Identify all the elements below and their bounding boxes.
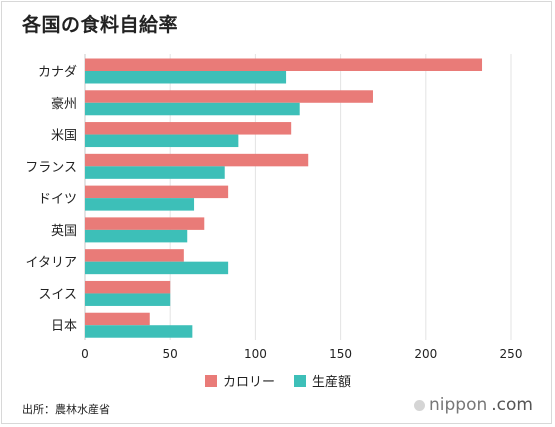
legend-item-production-swatch — [294, 375, 306, 387]
bar-calorie — [85, 58, 483, 71]
nippon-logo-icon — [414, 399, 426, 411]
source-note: 出所：農林水産省 — [22, 403, 110, 416]
category-label: 豪州 — [51, 96, 77, 112]
bar-calorie — [85, 312, 150, 326]
bar-calorie — [85, 249, 184, 262]
x-tick-label: 250 — [500, 347, 523, 361]
x-tick-labels: 0 50 100 150 200 250 — [81, 347, 522, 361]
brand-tld: .com — [491, 395, 533, 415]
category-label: 英国 — [51, 224, 77, 239]
category-label: イタリア — [26, 256, 77, 271]
bar-calorie — [85, 217, 205, 230]
bar-production — [85, 293, 171, 306]
bar-production — [85, 166, 225, 179]
category-label: スイス — [38, 287, 77, 302]
bar-production — [85, 198, 195, 211]
chart-title: 各国の食料自給率 — [22, 14, 179, 36]
category-label: フランス — [25, 160, 77, 175]
legend-item-calorie-swatch — [205, 375, 217, 387]
bar-calorie — [85, 90, 373, 103]
bar-production — [85, 134, 239, 148]
brand-logo: nippon .com — [414, 395, 533, 415]
bars — [85, 58, 483, 338]
bar-production — [85, 102, 300, 116]
x-tick-label: 150 — [329, 347, 352, 361]
x-tick-label: 0 — [81, 347, 89, 361]
x-tick-label: 200 — [414, 347, 437, 361]
category-label: カナダ — [38, 65, 77, 80]
x-tick-label: 100 — [244, 347, 267, 361]
bar-production — [85, 71, 287, 84]
legend-item-calorie-label: カロリー — [223, 375, 275, 390]
bar-calorie — [85, 122, 292, 135]
bar-production — [85, 229, 188, 243]
x-tick-label: 50 — [163, 347, 178, 361]
category-label: 米国 — [51, 129, 77, 144]
bar-calorie — [85, 153, 309, 167]
category-label: 日本 — [51, 319, 77, 334]
legend-item-production-label: 生産額 — [312, 374, 351, 390]
bar-production — [85, 325, 193, 338]
category-label: ドイツ — [38, 192, 77, 207]
bar-production — [85, 261, 229, 275]
brand-name: nippon — [429, 395, 488, 415]
bar-calorie — [85, 280, 171, 294]
bar-calorie — [85, 185, 229, 199]
legend: カロリー 生産額 — [205, 374, 351, 390]
